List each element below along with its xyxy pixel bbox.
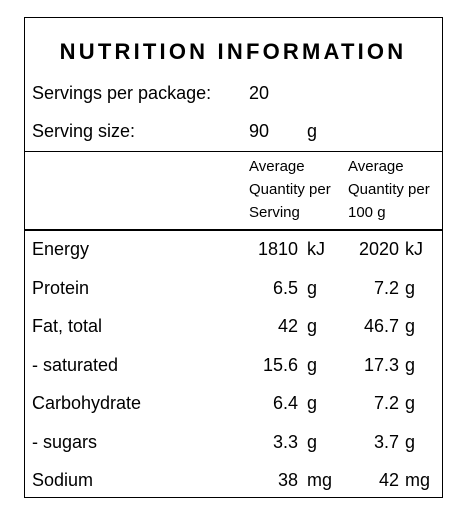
per-100g-value: 3.7 xyxy=(373,432,399,452)
nutrient-name: Carbohydrate xyxy=(32,393,142,413)
per-serving-unit: mg xyxy=(307,470,333,490)
per-serving-header-line-2: Quantity per xyxy=(249,181,331,198)
per-100g-unit: g xyxy=(405,355,416,375)
header-divider xyxy=(24,151,443,152)
per-100g-header-line-1: Average xyxy=(348,158,404,175)
per-serving-value: 1810 xyxy=(257,239,298,259)
per-serving-unit: kJ xyxy=(307,239,325,259)
nutrient-name: Sodium xyxy=(32,470,94,490)
per-serving-unit: g xyxy=(307,432,318,452)
servings-per-package-value: 20 xyxy=(249,83,270,103)
per-100g-unit: g xyxy=(405,278,416,298)
nutrient-name: Energy xyxy=(32,239,90,259)
per-serving-unit: g xyxy=(307,316,318,336)
per-100g-value: 46.7 xyxy=(363,316,399,336)
servings-per-package-label: Servings per package: xyxy=(32,83,212,103)
per-100g-value: 7.2 xyxy=(373,393,399,413)
per-serving-header-line-3: Serving xyxy=(249,204,300,221)
per-100g-header-line-2: Quantity per xyxy=(348,181,430,198)
per-serving-value: 42 xyxy=(277,316,298,336)
per-100g-unit: g xyxy=(405,393,416,413)
panel-title: NUTRITION INFORMATION xyxy=(59,39,407,64)
per-serving-value: 15.6 xyxy=(262,355,298,375)
nutrient-name: Protein xyxy=(32,278,90,298)
serving-size-label: Serving size: xyxy=(32,121,136,141)
per-serving-value: 6.5 xyxy=(272,278,298,298)
table-divider xyxy=(24,229,443,231)
per-100g-header-line-3: 100 g xyxy=(348,204,386,221)
per-100g-value: 7.2 xyxy=(373,278,399,298)
per-serving-value: 6.4 xyxy=(272,393,298,413)
per-100g-unit: g xyxy=(405,316,416,336)
per-serving-unit: g xyxy=(307,393,318,413)
per-serving-value: 3.3 xyxy=(272,432,298,452)
per-serving-unit: g xyxy=(307,278,318,298)
per-100g-value: 17.3 xyxy=(363,355,399,375)
nutrient-name: - sugars xyxy=(32,432,98,452)
nutrient-name: - saturated xyxy=(32,355,119,375)
per-100g-value: 42 xyxy=(378,470,399,490)
per-100g-unit: kJ xyxy=(405,239,423,259)
per-serving-value: 38 xyxy=(277,470,298,490)
per-serving-unit: g xyxy=(307,355,318,375)
serving-size-unit: g xyxy=(307,121,318,141)
per-100g-value: 2020 xyxy=(358,239,399,259)
nutrient-name: Fat, total xyxy=(32,316,103,336)
per-100g-unit: g xyxy=(405,432,416,452)
per-100g-unit: mg xyxy=(405,470,431,490)
nutrition-panel xyxy=(24,17,443,498)
serving-size-value: 90 xyxy=(249,121,270,141)
per-serving-header-line-1: Average xyxy=(249,158,305,175)
